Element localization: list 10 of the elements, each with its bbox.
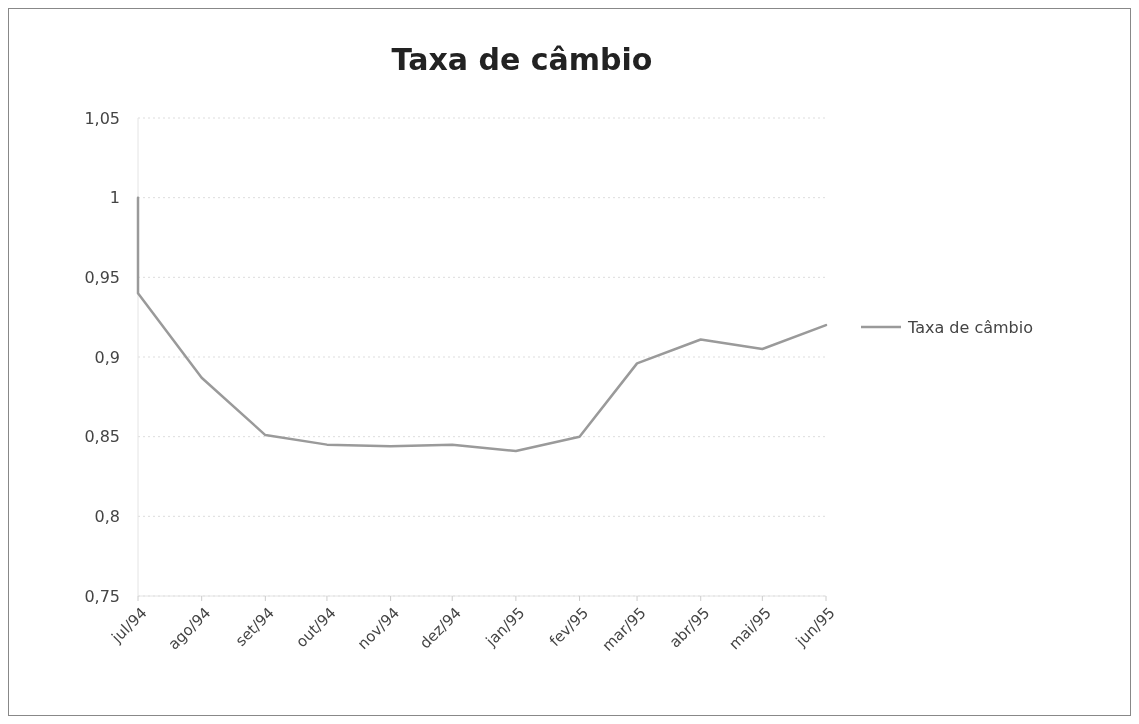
chart-title: Taxa de câmbio	[391, 42, 653, 77]
y-tick-label: 0,85	[84, 427, 120, 447]
legend-label: Taxa de câmbio	[907, 317, 1033, 337]
y-tick-label: 1	[109, 188, 120, 208]
y-tick-label: 1,05	[84, 108, 120, 128]
line-series	[136, 196, 828, 453]
y-tick-label: 0,8	[94, 506, 120, 526]
y-tick-label: 0,75	[84, 586, 120, 606]
y-tick-label: 0,95	[84, 267, 120, 287]
y-tick-label: 0,9	[94, 347, 120, 367]
